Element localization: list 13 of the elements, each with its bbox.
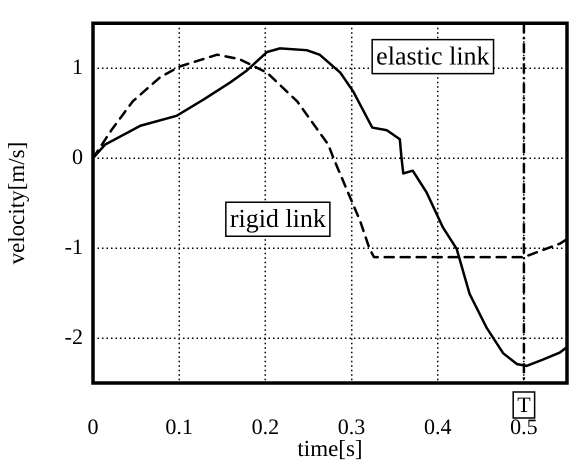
y-tick-label: 1 [72,54,83,79]
x-tick-label: 0.2 [252,414,280,439]
x-tick-label: 0.1 [165,414,193,439]
x-axis-title: time[s] [297,436,363,462]
annotation: elastic link [376,41,490,70]
annotation: rigid link [230,204,326,234]
y-tick-label: -2 [64,324,83,349]
y-tick-label: 0 [72,144,83,169]
y-axis-title: velocity[m/s] [4,142,29,264]
x-tick-label: 0.3 [338,414,366,439]
y-tick-label: -1 [64,234,83,259]
x-tick-label: 0 [88,414,98,439]
x-tick-label: 0.4 [424,414,452,439]
